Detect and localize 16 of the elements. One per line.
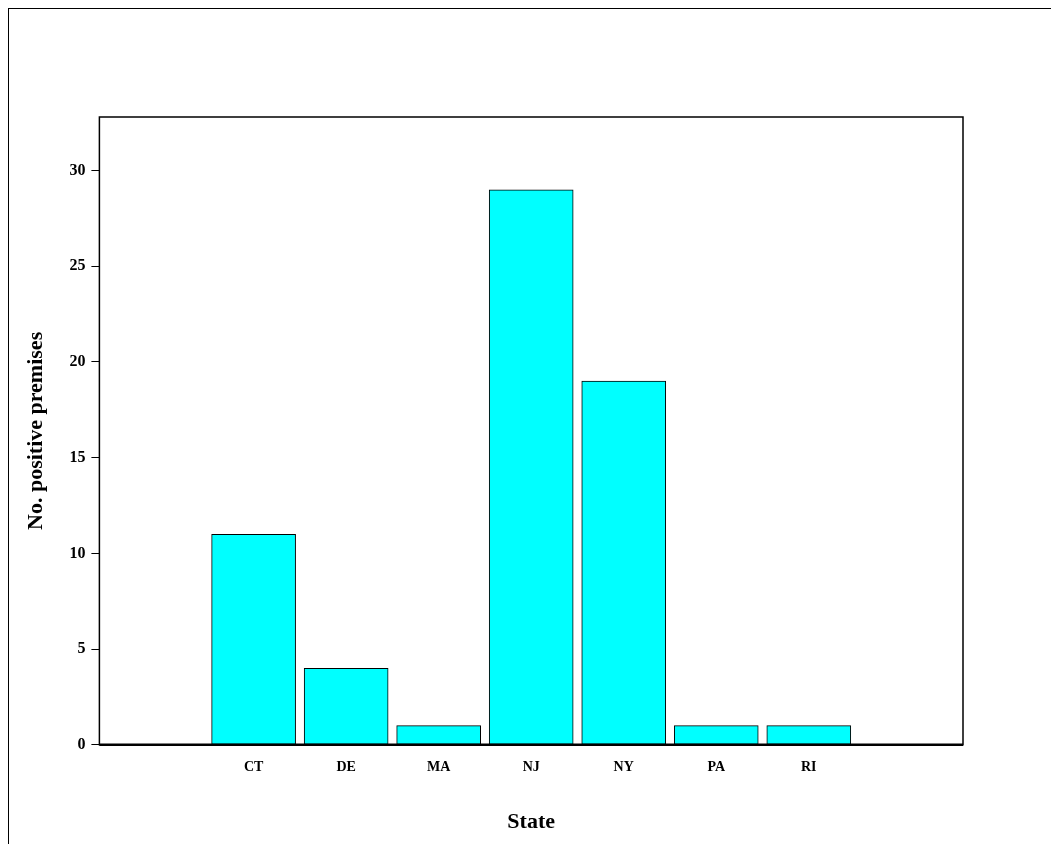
x-tick-label: RI [801,758,817,774]
y-tick-label: 30 [69,160,86,178]
x-tick-label: PA [707,758,726,774]
y-tick-label: 10 [69,543,86,561]
x-tick-label: NJ [522,758,540,774]
y-tick-label: 15 [69,447,86,465]
x-tick-label: DE [336,758,356,774]
x-tick-label: NY [613,758,634,774]
y-tick-label: 5 [77,639,86,657]
y-tick-label: 20 [69,352,86,370]
y-axis-title: No. positive premises [21,331,47,530]
x-axis-title: State [507,808,556,834]
x-tick-label: CT [243,758,264,774]
y-tick-label: 0 [77,734,86,752]
y-tick-label: 25 [69,256,86,274]
x-tick-label: MA [427,758,452,774]
